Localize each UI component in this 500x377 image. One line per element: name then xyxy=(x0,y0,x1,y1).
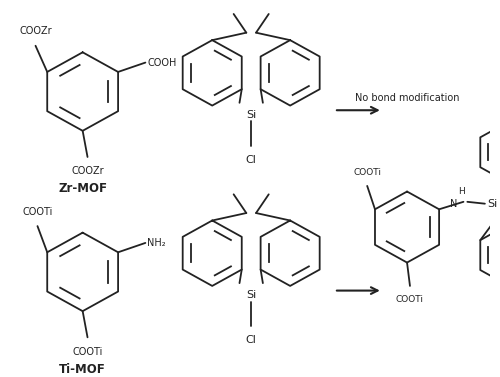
Text: COOZr: COOZr xyxy=(19,26,52,37)
Text: COOTi: COOTi xyxy=(396,295,424,304)
Text: COOH: COOH xyxy=(148,58,176,67)
Text: Si: Si xyxy=(246,110,256,120)
Text: N: N xyxy=(450,199,458,209)
Text: Ti-MOF: Ti-MOF xyxy=(60,363,106,375)
Text: Zr-MOF: Zr-MOF xyxy=(58,182,107,195)
Text: Cl: Cl xyxy=(246,336,256,345)
Text: COOTi: COOTi xyxy=(22,207,52,217)
Text: Si: Si xyxy=(246,290,256,300)
Text: COOTi: COOTi xyxy=(353,168,381,176)
Text: Si: Si xyxy=(488,199,498,209)
Text: No bond modification: No bond modification xyxy=(355,93,460,103)
Text: Cl: Cl xyxy=(246,155,256,165)
Text: COOTi: COOTi xyxy=(72,347,102,357)
Text: H: H xyxy=(458,187,465,196)
Text: NH₂: NH₂ xyxy=(148,238,166,248)
Text: COOZr: COOZr xyxy=(71,166,104,176)
